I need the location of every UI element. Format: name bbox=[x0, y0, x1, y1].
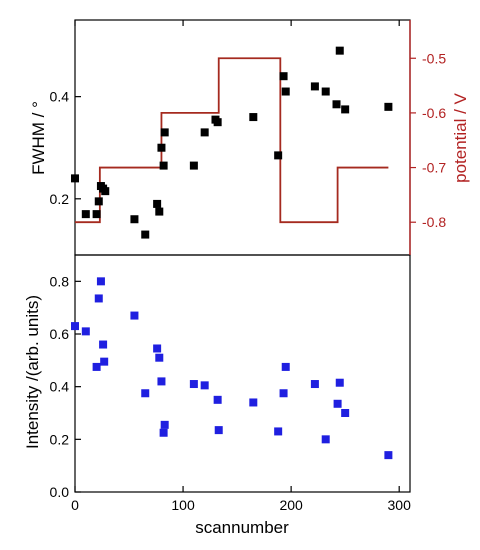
fwhm-point bbox=[155, 207, 164, 216]
intensity-point bbox=[274, 427, 283, 436]
intensity-point bbox=[160, 420, 169, 429]
x-tick-label: 200 bbox=[279, 497, 303, 513]
intensity-point bbox=[335, 378, 344, 387]
fwhm-point bbox=[160, 128, 169, 137]
intensity-point bbox=[157, 377, 166, 386]
fwhm-point bbox=[101, 187, 110, 196]
bottom-y-axis-title: Intensity /(arb. units) bbox=[23, 295, 42, 449]
top-potential-series bbox=[75, 57, 389, 224]
intensity-point bbox=[71, 322, 79, 331]
potential-line bbox=[75, 57, 389, 224]
intensity-point bbox=[92, 362, 101, 371]
fwhm-point bbox=[279, 72, 288, 81]
top-ticks: 0.2 0.4 bbox=[50, 20, 400, 207]
top-y2-tick-label: -0.8 bbox=[422, 214, 446, 230]
x-tick-label: 300 bbox=[388, 497, 412, 513]
top-panel-frame bbox=[74, 19, 411, 256]
fwhm-point bbox=[321, 87, 330, 96]
bottom-ticks: 0.0 0.2 0.4 0.6 0.8 0 100 200 300 bbox=[50, 273, 412, 513]
fwhm-point bbox=[189, 161, 198, 170]
x-tick-label: 100 bbox=[171, 497, 195, 513]
fwhm-point bbox=[310, 82, 319, 91]
fwhm-point bbox=[335, 46, 344, 55]
top-fwhm-series bbox=[71, 46, 393, 239]
intensity-point bbox=[81, 327, 90, 336]
fwhm-point bbox=[384, 102, 393, 111]
intensity-point bbox=[159, 428, 168, 437]
fwhm-point bbox=[274, 151, 283, 160]
intensity-point bbox=[130, 311, 139, 320]
intensity-point bbox=[321, 435, 330, 444]
fwhm-point bbox=[94, 197, 103, 206]
top-y2-axis-title: potential / V bbox=[451, 92, 470, 182]
fwhm-point bbox=[341, 105, 350, 114]
top-y-tick-label: 0.2 bbox=[50, 191, 70, 207]
intensity-point bbox=[213, 395, 222, 404]
top-y-axis-title: FWHM / ° bbox=[29, 101, 48, 175]
top-y-tick-label: 0.4 bbox=[50, 89, 70, 105]
fwhm-point bbox=[281, 87, 290, 96]
intensity-point bbox=[141, 389, 150, 398]
fwhm-point bbox=[71, 174, 79, 183]
bottom-y-tick-label: 0.2 bbox=[50, 431, 70, 447]
x-axis-title: scannumber bbox=[195, 518, 289, 537]
bottom-intensity-series bbox=[71, 277, 393, 460]
intensity-point bbox=[281, 362, 290, 371]
top-y2-tick-label: -0.7 bbox=[422, 160, 446, 176]
intensity-point bbox=[214, 426, 223, 435]
intensity-point bbox=[333, 399, 342, 408]
intensity-point bbox=[96, 277, 105, 286]
fwhm-point bbox=[159, 161, 168, 170]
fwhm-point bbox=[92, 210, 101, 219]
top-y2-ticks: -0.5 -0.6 -0.7 -0.8 bbox=[410, 50, 446, 230]
fwhm-point bbox=[141, 230, 150, 239]
intensity-point bbox=[249, 398, 258, 407]
top-y2-tick-label: -0.6 bbox=[422, 105, 446, 121]
fwhm-point bbox=[157, 143, 166, 152]
intensity-point bbox=[189, 380, 198, 389]
intensity-point bbox=[279, 389, 288, 398]
fwhm-point bbox=[153, 199, 162, 208]
intensity-point bbox=[100, 357, 109, 366]
bottom-panel-frame bbox=[74, 254, 411, 493]
intensity-point bbox=[310, 380, 319, 389]
bottom-y-tick-label: 0.8 bbox=[50, 273, 70, 289]
fwhm-point bbox=[249, 113, 258, 122]
x-tick-label: 0 bbox=[71, 497, 79, 513]
intensity-point bbox=[94, 294, 103, 303]
fwhm-point bbox=[213, 118, 222, 127]
bottom-y-tick-label: 0.6 bbox=[50, 326, 70, 342]
fwhm-point bbox=[332, 100, 341, 109]
top-y2-tick-label: -0.5 bbox=[422, 50, 446, 66]
bottom-y-tick-label: 0.0 bbox=[50, 484, 70, 500]
bottom-y-tick-label: 0.4 bbox=[50, 379, 70, 395]
intensity-point bbox=[341, 409, 350, 417]
fwhm-point bbox=[200, 128, 209, 137]
intensity-point bbox=[200, 381, 209, 390]
intensity-point bbox=[153, 344, 162, 353]
fwhm-point bbox=[81, 210, 90, 219]
intensity-point bbox=[99, 340, 108, 349]
intensity-point bbox=[155, 353, 164, 362]
fwhm-point bbox=[130, 215, 139, 224]
intensity-point bbox=[384, 451, 393, 460]
